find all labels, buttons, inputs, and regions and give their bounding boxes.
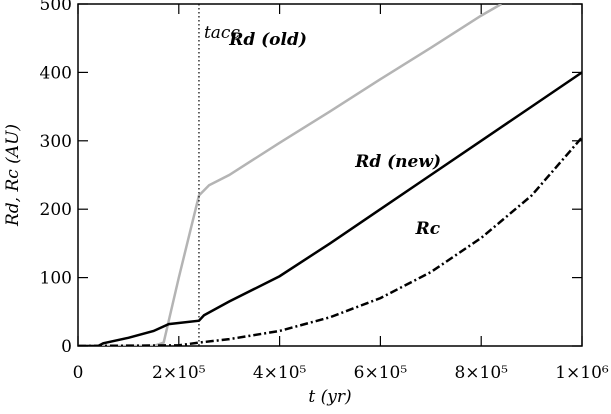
- plot-frame: [77, 3, 583, 347]
- x-tick-label: 4×10⁵: [253, 363, 307, 383]
- series-line: [78, 71, 582, 346]
- y-tick-label: 500: [40, 0, 72, 15]
- x-tick-label: 1×10⁶: [555, 363, 609, 383]
- series-label: Rd (new): [354, 152, 441, 172]
- y-axis-label: Rd, Rc (AU): [3, 124, 23, 227]
- series-label: Rc: [415, 219, 441, 239]
- x-tick-label: 0: [73, 363, 84, 383]
- y-tick-label: 300: [40, 132, 72, 152]
- x-tick-label: 2×10⁵: [152, 363, 206, 383]
- y-tick-label: 0: [61, 337, 72, 357]
- x-axis-label: t (yr): [308, 387, 351, 407]
- series-label: Rd (old): [228, 30, 307, 50]
- y-tick-label: 100: [40, 269, 72, 289]
- series-line: [78, 4, 502, 346]
- y-tick-label: 400: [40, 63, 72, 83]
- x-tick-label: 6×10⁵: [354, 363, 408, 383]
- y-tick-label: 200: [40, 200, 72, 220]
- x-tick-label: 8×10⁵: [454, 363, 508, 383]
- series-line: [78, 136, 582, 346]
- annotation-label: tacc: [204, 23, 240, 43]
